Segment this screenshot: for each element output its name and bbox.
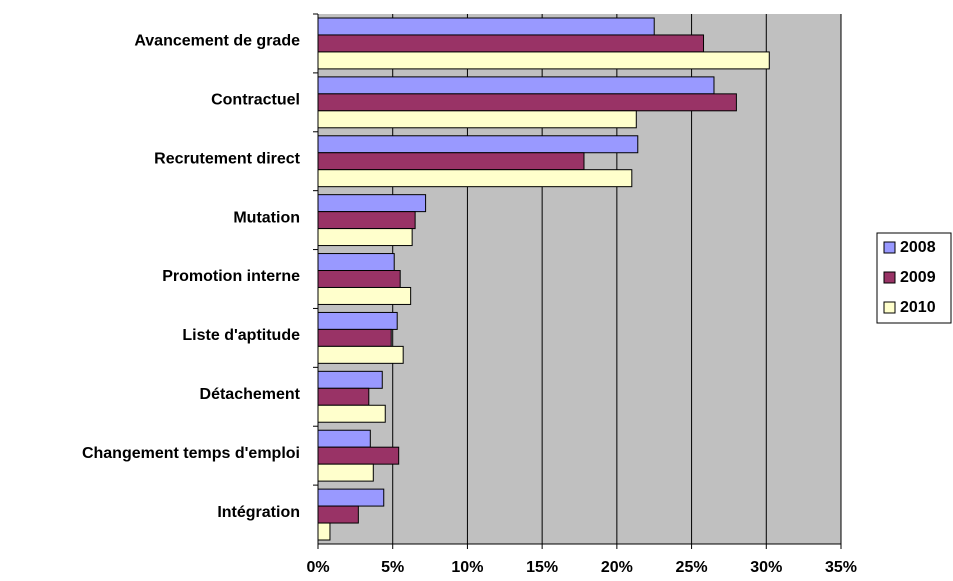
bar <box>317 228 413 247</box>
x-tick-label: 0% <box>306 559 329 576</box>
bar <box>317 429 371 448</box>
bar <box>317 328 392 347</box>
legend-label: 2009 <box>900 269 936 286</box>
bar <box>317 135 639 154</box>
y-tick-label: Détachement <box>200 386 301 403</box>
bar <box>317 110 637 129</box>
bar <box>317 76 715 95</box>
x-tick-label: 25% <box>676 559 708 576</box>
y-tick-label: Changement temps d'emploi <box>82 445 300 462</box>
legend-swatch <box>883 271 896 284</box>
bar <box>317 446 400 465</box>
bar <box>317 169 633 188</box>
bar <box>317 463 374 482</box>
bar <box>317 34 705 53</box>
legend-label: 2010 <box>900 299 936 316</box>
bar <box>317 370 383 389</box>
bar <box>317 93 737 112</box>
y-tick-label: Promotion interne <box>162 268 300 285</box>
x-tick-label: 15% <box>526 559 558 576</box>
legend-label: 2008 <box>900 239 936 256</box>
y-tick-label: Avancement de grade <box>134 33 300 50</box>
bar <box>317 253 395 272</box>
bar <box>317 194 427 213</box>
x-tick-label: 35% <box>825 559 857 576</box>
y-tick-label: Liste d'aptitude <box>182 327 300 344</box>
bar <box>317 311 398 330</box>
bar <box>317 488 385 507</box>
bar <box>317 17 655 36</box>
x-tick-label: 5% <box>381 559 404 576</box>
x-tick-label: 20% <box>601 559 633 576</box>
legend-swatch <box>883 301 896 314</box>
y-tick-label: Intégration <box>217 504 300 521</box>
bar <box>317 270 401 288</box>
bar <box>317 404 386 423</box>
bar <box>317 387 370 406</box>
legend-swatch <box>883 241 896 254</box>
bar <box>317 211 416 230</box>
bar <box>317 345 404 364</box>
y-tick-label: Recrutement direct <box>154 150 300 167</box>
bar <box>317 286 412 305</box>
bar <box>317 152 585 171</box>
bar <box>317 51 770 70</box>
x-tick-label: 10% <box>451 559 483 576</box>
bar <box>317 505 359 524</box>
y-tick-label: Contractuel <box>211 92 300 109</box>
y-tick-label: Mutation <box>233 209 300 226</box>
bar <box>317 522 331 541</box>
x-tick-label: 30% <box>750 559 782 576</box>
